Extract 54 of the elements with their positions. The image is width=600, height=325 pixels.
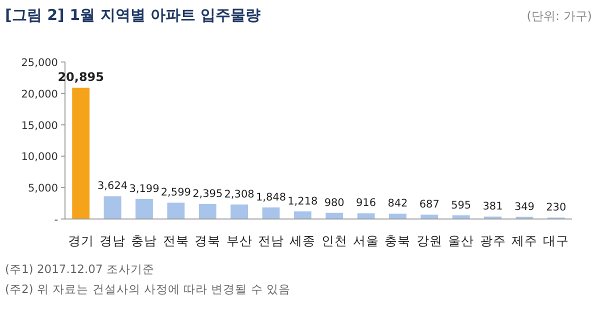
x-tick-label: 서울 bbox=[353, 233, 380, 248]
data-label: 2,308 bbox=[224, 188, 254, 201]
bar bbox=[262, 207, 280, 219]
data-label: 1,848 bbox=[256, 191, 286, 204]
bar bbox=[326, 212, 344, 219]
x-tick-label: 경남 bbox=[100, 233, 126, 248]
data-label: 980 bbox=[324, 196, 344, 209]
y-tick-label: 25,000 bbox=[21, 57, 58, 69]
data-label: 595 bbox=[451, 199, 472, 212]
bar bbox=[357, 213, 375, 219]
data-label: 230 bbox=[546, 202, 566, 214]
bar bbox=[72, 88, 90, 219]
chart-title: [그림 2] 1월 지역별 아파트 입주물량 bbox=[5, 6, 261, 24]
x-tick-label: 충북 bbox=[384, 233, 411, 248]
y-tick-label: 5,000 bbox=[28, 182, 58, 195]
y-tick-label: 15,000 bbox=[21, 120, 58, 132]
y-tick-label: 10,000 bbox=[21, 151, 58, 164]
x-tick-label: 대구 bbox=[543, 233, 570, 248]
text: (주2) 위 자료는 건설사의 사정에 따라 변경될 수 있음 bbox=[5, 282, 291, 296]
x-tick-label: 경북 bbox=[194, 233, 221, 248]
x-tick-label: 강원 bbox=[416, 233, 442, 248]
x-tick-label: 전남 bbox=[258, 233, 284, 248]
data-label: 842 bbox=[388, 198, 408, 210]
y-tick-label: - bbox=[54, 214, 58, 226]
bar bbox=[420, 214, 438, 219]
data-label: 349 bbox=[514, 200, 534, 213]
chart-subtitle: (단위: 가구) bbox=[526, 9, 592, 23]
bar bbox=[104, 196, 122, 219]
bar bbox=[230, 204, 248, 219]
x-tick-label: 광주 bbox=[480, 233, 506, 248]
bar bbox=[198, 204, 216, 219]
data-label: 1,218 bbox=[288, 195, 318, 208]
text: (주1) 2017.12.07 조사기준 bbox=[5, 262, 154, 276]
bar bbox=[389, 214, 406, 219]
x-tick-label: 충남 bbox=[131, 233, 158, 248]
x-tick-label: 경기 bbox=[68, 233, 94, 248]
y-tick-label: 20,000 bbox=[21, 88, 58, 100]
x-tick-label: 부산 bbox=[226, 233, 252, 248]
bar bbox=[294, 211, 312, 219]
x-tick-label: 울산 bbox=[448, 233, 474, 248]
data-label: 916 bbox=[356, 197, 376, 210]
data-label: 2,395 bbox=[192, 188, 223, 200]
data-label: 381 bbox=[482, 200, 503, 213]
bar bbox=[167, 202, 185, 219]
data-label: 2,599 bbox=[160, 186, 191, 199]
x-tick-label: 세종 bbox=[290, 233, 316, 248]
bar bbox=[136, 198, 153, 219]
x-tick-label: 전북 bbox=[162, 233, 189, 248]
data-label: 3,199 bbox=[129, 182, 160, 195]
data-label: 687 bbox=[419, 198, 440, 211]
data-label: 20,895 bbox=[58, 70, 104, 84]
x-tick-label: 인천 bbox=[321, 233, 348, 248]
data-label: 3,624 bbox=[98, 180, 128, 192]
x-tick-label: 제주 bbox=[511, 233, 538, 248]
